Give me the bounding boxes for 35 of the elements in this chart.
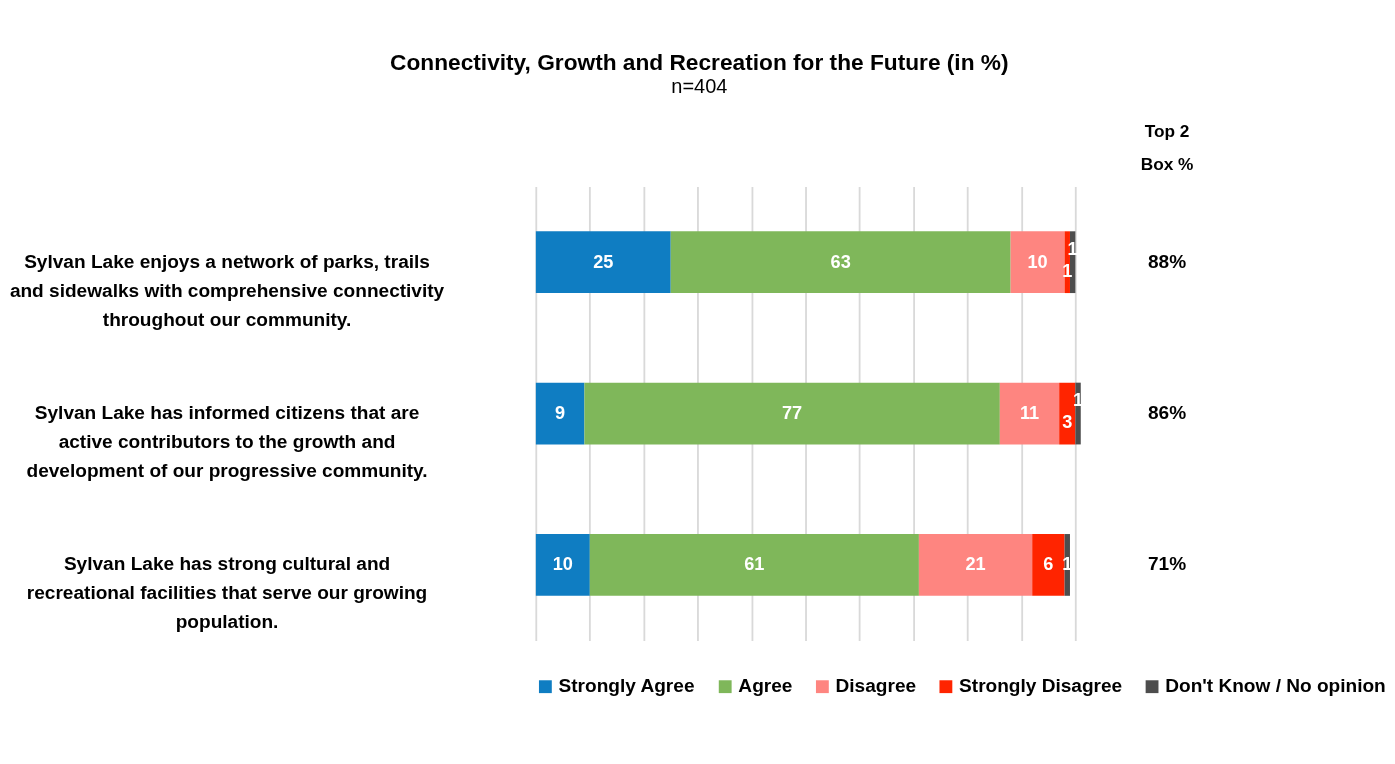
bar <box>999 382 1060 445</box>
bar <box>670 231 1011 294</box>
bar <box>535 231 671 294</box>
data-label: 10 <box>552 554 573 575</box>
y-tick-label: Sylvan Lake enjoys a network of parks, trails and sidewalks with comprehensive connectivity throughout our community. <box>9 250 445 330</box>
legend-label: Agree <box>738 675 793 697</box>
bar <box>589 534 919 596</box>
legend-label: Strongly Disagree <box>959 675 1123 697</box>
bar <box>1010 231 1065 294</box>
legend-label: Don't Know / No opinion <box>1165 675 1386 697</box>
bar <box>1032 534 1065 596</box>
data-label: 25 <box>593 251 614 272</box>
data-label: 63 <box>830 251 851 272</box>
data-label: 21 <box>965 554 986 575</box>
bar <box>918 534 1033 596</box>
data-label: 9 <box>555 403 566 423</box>
data-label: 10 <box>1027 251 1048 272</box>
data-label: 3 <box>1062 412 1073 433</box>
bar <box>535 534 590 596</box>
text: 88% <box>1147 250 1187 272</box>
data-label: 6 <box>1043 554 1054 575</box>
legend-label: Disagree <box>835 675 917 697</box>
data-label: 11 <box>1019 403 1040 423</box>
data-label: 61 <box>744 554 765 575</box>
chart-title: Connectivity, Growth and Recreation for the Future (in %) <box>390 49 1009 76</box>
text: 71% <box>1147 553 1187 575</box>
text: 86% <box>1147 402 1187 423</box>
chart-subtitle: n=404 <box>671 74 728 97</box>
text: Top 2 Box % <box>1140 121 1194 175</box>
data-label: 77 <box>782 403 803 423</box>
bar <box>584 382 1000 445</box>
bar <box>535 382 585 445</box>
y-tick-label: Sylvan Lake has strong cultural and recreational facilities that serve our growing population. <box>26 553 428 633</box>
y-tick-label: Sylvan Lake has informed citizens that are active contributors to the growth and development of our progressive community. <box>26 402 428 482</box>
legend-label: Strongly Agree <box>558 675 695 697</box>
